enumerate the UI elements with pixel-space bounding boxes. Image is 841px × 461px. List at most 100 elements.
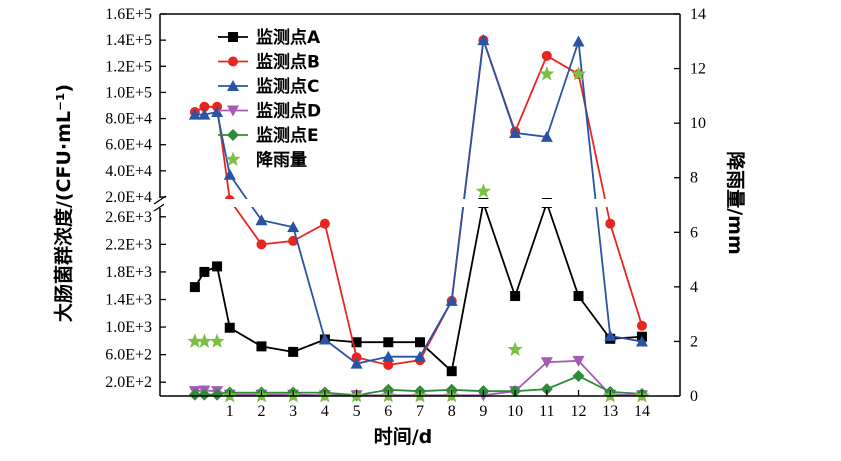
data-point [635,335,648,347]
x-tick-label: 4 [321,403,329,420]
data-point [572,370,585,383]
data-point [199,101,210,112]
legend-label: 监测点B [256,52,320,73]
data-point [475,183,491,198]
data-point [255,214,268,226]
data-point [510,291,521,302]
legend: 监测点A 监测点B 监测点C 监测点D 监测点E 降雨量 [218,27,321,171]
data-point [256,239,267,250]
data-point [224,322,235,333]
data-point [351,352,362,363]
data-point [319,218,330,229]
x-tick-label: 10 [507,403,523,420]
data-point [189,282,200,293]
data-point [446,366,457,377]
data-point [604,330,617,342]
y-left-tick-label: 6.0E+2 [105,347,152,364]
data-point [212,261,223,272]
x-tick-label: 12 [571,403,587,420]
y-left-axis-title: 大肠菌群浓度/(CFU·mL⁻¹) [52,84,75,322]
legend-label: 监测点E [256,125,319,146]
data-point [415,337,425,348]
data-point [350,357,363,369]
legend-label: 监测点A [256,27,321,48]
data-point [225,151,241,166]
data-point [351,337,362,348]
data-point [636,320,647,331]
data-point [211,388,224,401]
data-point [445,294,458,306]
data-point [572,35,585,47]
x-tick-label: 1 [226,403,234,420]
x-tick-label: 11 [539,403,554,420]
data-point [198,388,211,401]
y-left-tick-label: 1.8E+3 [105,264,152,281]
data-point [228,32,238,42]
data-point [287,221,300,233]
data-point [223,168,236,180]
data-point [209,333,225,348]
x-tick-label: 9 [479,403,487,420]
data-point [288,346,299,357]
data-point [540,130,553,142]
data-point [507,341,523,357]
data-point [541,50,552,61]
data-point [228,56,238,67]
x-axis-title: 时间/d [374,426,433,448]
y-left-tick-label: 1.4E+3 [105,292,152,309]
data-point [256,341,267,352]
data-point [570,66,587,81]
y-right-tick-label: 0 [690,388,698,405]
data-point [188,388,201,401]
data-point [414,350,426,362]
legend-label: 监测点D [256,101,321,122]
y-left-tick-label: 1.0E+5 [105,84,152,101]
data-point [318,333,331,345]
data-point [383,337,394,348]
y-left-tick-label: 2.0E+2 [105,374,152,391]
data-point [188,108,201,120]
data-point [227,105,239,117]
data-point [227,80,239,91]
data-point [211,106,224,118]
y-left-tick-label: 1.6E+5 [105,6,152,23]
data-point [199,266,210,277]
data-point [196,333,212,348]
y-right-tick-label: 2 [690,333,698,350]
y-right-axis-title: 降雨量/mm [724,151,747,255]
x-tick-label: 3 [289,403,297,420]
data-point [540,357,553,369]
data-point [382,350,395,362]
y-left-tick-label: 4.0E+4 [105,163,152,180]
x-tick-label: 5 [353,403,361,420]
x-tick-label: 7 [416,403,424,420]
x-tick-label: 8 [448,403,456,420]
y-left-tick-label: 1.0E+3 [105,319,152,336]
y-left-tick-label: 1.2E+5 [105,58,152,75]
y-left-tick-label: 8.0E+4 [105,111,152,128]
data-point [383,359,394,370]
y-left-tick-label: 2.6E+3 [105,209,152,226]
y-right-tick-label: 14 [690,6,706,23]
data-point [509,126,522,138]
legend-label: 监测点C [256,76,319,97]
legend-label: 降雨量 [256,150,307,171]
x-tick-label: 14 [634,403,650,420]
y-right-tick-label: 6 [690,224,698,241]
y-right-tick-label: 4 [690,279,698,296]
data-point [573,291,584,302]
data-point [539,66,555,81]
y-left-tick-label: 2.2E+3 [105,236,152,253]
x-tick-label: 6 [384,403,392,420]
y-right-tick-label: 12 [690,61,706,78]
data-point [540,383,553,396]
data-point [187,333,203,348]
y-right-tick-label: 8 [690,170,698,187]
axis-break-gap [164,199,676,207]
x-tick-label: 2 [257,403,265,420]
y-right-tick-label: 10 [690,115,706,132]
x-tick-label: 13 [602,403,618,420]
data-point [198,108,211,120]
y-left-tick-label: 2.0E+4 [105,189,152,206]
data-point [572,355,585,367]
